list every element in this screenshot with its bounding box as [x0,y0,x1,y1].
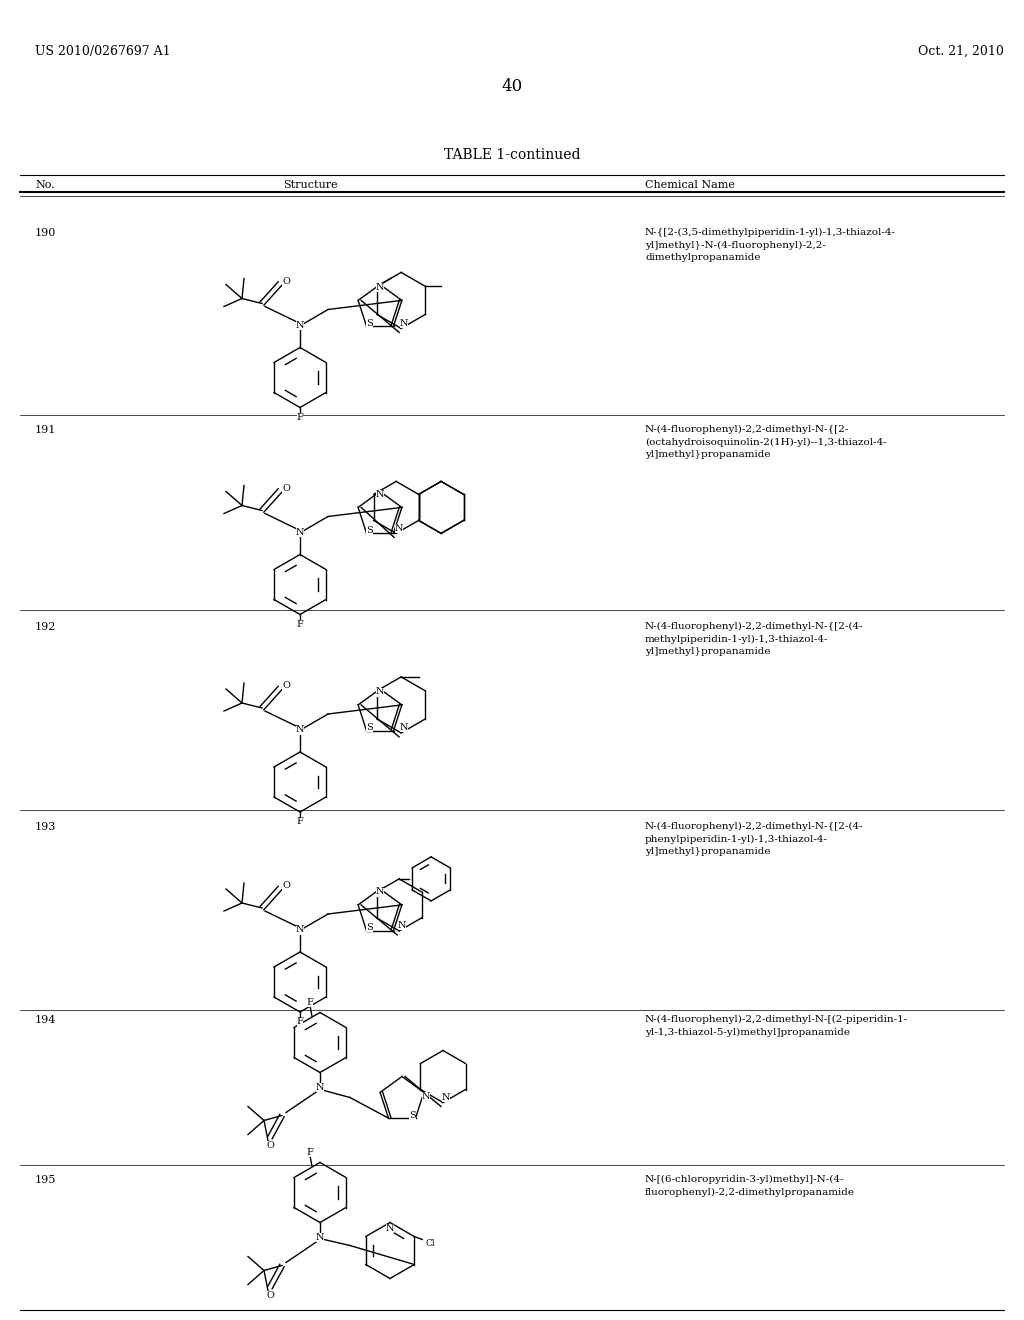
Text: N: N [296,925,304,935]
Text: F: F [297,620,303,630]
Text: F: F [297,817,303,826]
Text: O: O [282,681,290,690]
Text: S: S [367,318,373,327]
Text: 40: 40 [502,78,522,95]
Text: S: S [367,525,373,535]
Text: Oct. 21, 2010: Oct. 21, 2010 [919,45,1004,58]
Text: N: N [395,524,403,533]
Text: N: N [296,528,304,537]
Text: N: N [315,1082,325,1092]
Text: N: N [315,1233,325,1242]
Text: F: F [297,413,303,422]
Text: N-(4-fluorophenyl)-2,2-dimethyl-N-{[2-
(octahydroisoquinolin-2(1H)-yl)--1,3-thia: N-(4-fluorophenyl)-2,2-dimethyl-N-{[2- (… [645,425,887,459]
Text: O: O [282,882,290,891]
Text: N: N [376,887,384,896]
Text: N: N [422,1092,430,1101]
Text: 191: 191 [35,425,56,436]
Text: N-{[2-(3,5-dimethylpiperidin-1-yl)-1,3-thiazol-4-
yl]methyl}-N-(4-fluorophenyl)-: N-{[2-(3,5-dimethylpiperidin-1-yl)-1,3-t… [645,228,896,263]
Text: F: F [306,998,313,1007]
Text: N-(4-fluorophenyl)-2,2-dimethyl-N-{[2-(4-
methylpiperidin-1-yl)-1,3-thiazol-4-
y: N-(4-fluorophenyl)-2,2-dimethyl-N-{[2-(4… [645,622,863,656]
Text: F: F [306,1148,313,1158]
Text: 192: 192 [35,622,56,632]
Text: N: N [376,490,384,499]
Text: N: N [376,282,384,292]
Text: N: N [296,321,304,330]
Text: No.: No. [35,180,54,190]
Text: 195: 195 [35,1175,56,1185]
Text: Structure: Structure [283,180,337,190]
Text: N: N [400,723,409,733]
Text: 190: 190 [35,228,56,238]
Text: N: N [441,1093,451,1102]
Text: Cl: Cl [425,1239,435,1247]
Text: N-(4-fluorophenyl)-2,2-dimethyl-N-[(2-piperidin-1-
yl-1,3-thiazol-5-yl)methyl]pr: N-(4-fluorophenyl)-2,2-dimethyl-N-[(2-pi… [645,1015,908,1036]
Text: N: N [296,726,304,734]
Text: S: S [367,923,373,932]
Text: N-[(6-chloropyridin-3-yl)methyl]-N-(4-
fluorophenyl)-2,2-dimethylpropanamide: N-[(6-chloropyridin-3-yl)methyl]-N-(4- f… [645,1175,855,1197]
Text: S: S [410,1110,416,1119]
Text: F: F [297,1018,303,1027]
Text: N-(4-fluorophenyl)-2,2-dimethyl-N-{[2-(4-
phenylpiperidin-1-yl)-1,3-thiazol-4-
y: N-(4-fluorophenyl)-2,2-dimethyl-N-{[2-(4… [645,822,863,857]
Text: Chemical Name: Chemical Name [645,180,735,190]
Text: O: O [266,1291,274,1300]
Text: TABLE 1-continued: TABLE 1-continued [443,148,581,162]
Text: N: N [400,319,409,327]
Text: 194: 194 [35,1015,56,1026]
Text: O: O [282,277,290,286]
Text: O: O [266,1140,274,1150]
Text: 193: 193 [35,822,56,832]
Text: N: N [376,688,384,697]
Text: O: O [282,484,290,492]
Text: N: N [386,1224,394,1233]
Text: N: N [398,921,407,931]
Text: US 2010/0267697 A1: US 2010/0267697 A1 [35,45,171,58]
Text: S: S [367,723,373,733]
